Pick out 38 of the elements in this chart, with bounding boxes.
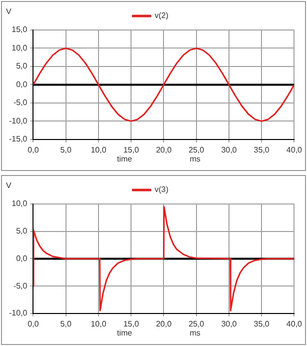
x-tick-label: 25,0 [188, 145, 205, 154]
y-tick-label: 10,0 [12, 43, 28, 52]
x-tick-label: 5,0 [60, 145, 72, 154]
x-axis-title: time [117, 328, 133, 338]
y-tick-label: -5,0 [13, 98, 28, 108]
y-axis-title: V [6, 181, 12, 190]
x-tick-label: 30,0 [221, 145, 238, 154]
y-tick-label: 10,0 [12, 199, 28, 208]
x-tick-label: 0,0 [28, 319, 40, 328]
x-tick-label: 35,0 [254, 319, 270, 328]
text: ms [190, 328, 200, 338]
y-tick-label: 5,0 [16, 62, 28, 71]
y-tick-label: -10,0 [9, 308, 28, 318]
x-tick-label: 0,0 [28, 145, 40, 154]
y-tick-label: 0,0 [16, 254, 28, 263]
x-tick-label: 40,0 [286, 145, 303, 154]
x-tick-label: 5,0 [60, 319, 72, 328]
x-tick-label: 30,0 [221, 319, 238, 328]
y-tick-label: 5,0 [16, 226, 28, 236]
x-tick-label: 40,0 [286, 319, 303, 328]
legend-label: v(3) [154, 185, 169, 194]
y-tick-label: 15,0 [12, 25, 28, 34]
text: ms [190, 154, 200, 164]
x-tick-label: 20,0 [156, 319, 172, 328]
x-tick-label: 10,0 [90, 319, 107, 328]
y-axis-title: V [6, 7, 12, 16]
legend-label: v(2) [154, 11, 169, 20]
x-tick-label: 20,0 [156, 145, 172, 154]
x-tick-label: 15,0 [123, 319, 140, 328]
y-tick-label: -5,0 [13, 281, 28, 290]
x-axis-title: time [117, 154, 133, 164]
x-tick-label: 15,0 [123, 145, 140, 154]
y-tick-label: 0,0 [16, 80, 28, 89]
x-tick-label: 10,0 [90, 145, 107, 154]
y-tick-label: -10,0 [9, 116, 28, 126]
x-tick-label: 35,0 [254, 145, 270, 154]
y-tick-label: -15,0 [9, 134, 28, 144]
x-tick-label: 25,0 [188, 319, 205, 328]
